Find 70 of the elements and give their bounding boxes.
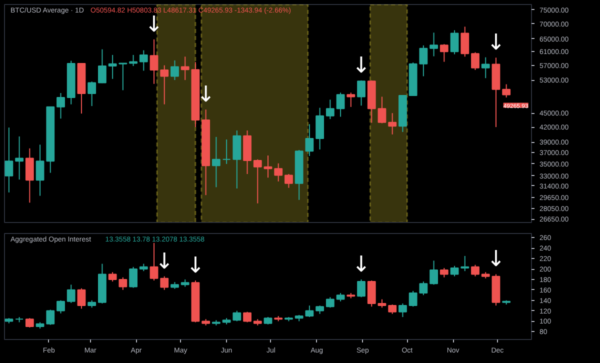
candlestick: [108, 272, 117, 282]
candlestick: [388, 304, 397, 314]
candlestick: [367, 280, 376, 308]
annotation: ↓: [196, 82, 216, 108]
candlestick: [440, 267, 448, 278]
candlestick: [346, 92, 356, 108]
candlestick: [15, 136, 24, 180]
annotation: ↓: [352, 53, 370, 78]
annotation: ↓: [186, 253, 205, 278]
candlestick: [253, 158, 262, 204]
candlestick: [305, 124, 314, 157]
annotation: ↓: [486, 30, 506, 56]
candlestick: [471, 264, 480, 277]
candlestick: [440, 44, 448, 62]
candlestick: [357, 278, 366, 298]
candlestick: [326, 99, 334, 120]
candlestick: [326, 296, 334, 308]
annotation: ↓: [144, 12, 164, 38]
candlestick: [430, 32, 438, 57]
candlestick: [108, 54, 117, 80]
candlestick: [56, 300, 65, 314]
annotation: ↓: [352, 252, 370, 278]
candlestick: [419, 44, 428, 77]
candlestick: [77, 288, 86, 310]
candlestick: [180, 56, 190, 81]
candlestick: [450, 265, 459, 277]
candlestick: [160, 276, 169, 290]
candlestick: [139, 50, 148, 72]
candlestick: [56, 92, 65, 120]
candlestick: [98, 48, 106, 84]
candlestick: [222, 138, 231, 164]
candlestick: [471, 52, 480, 70]
candlestick: [388, 112, 397, 135]
candlestick: [460, 26, 470, 58]
candlestick: [150, 242, 158, 281]
candlestick: [398, 302, 407, 318]
candlestick: [150, 38, 158, 84]
candlestick: [46, 309, 55, 326]
candlestick: [274, 162, 283, 182]
candlestick: [450, 30, 459, 55]
candlestick: [419, 281, 428, 296]
candlestick: [232, 310, 242, 322]
candlestick: [212, 136, 220, 188]
annotation: ↓: [486, 247, 506, 272]
candlestick: [88, 81, 96, 107]
candlestick: [481, 56, 490, 79]
candlestick: [460, 255, 470, 272]
candlestick: [129, 266, 138, 288]
annotation: ↓: [155, 249, 174, 274]
candlestick: [25, 318, 34, 328]
candlestick: [36, 144, 44, 196]
candlestick: [378, 96, 386, 124]
candlestick: [243, 311, 252, 323]
candlestick: [264, 154, 272, 178]
candlestick: [118, 276, 128, 290]
candlestick: [305, 305, 314, 318]
candlestick: [316, 107, 324, 150]
candlestick: [357, 80, 366, 106]
candlestick: [336, 92, 345, 118]
candlestick: [160, 64, 169, 105]
candlestick: [170, 60, 179, 81]
candlestick: [66, 284, 76, 304]
candlestick: [430, 260, 438, 286]
candlestick: [25, 148, 34, 204]
candlestick: [408, 290, 418, 308]
candlestick: [4, 127, 14, 193]
candlestick: [502, 84, 511, 98]
candlestick: [118, 62, 128, 91]
candlestick: [284, 174, 293, 188]
candlestick: [232, 130, 242, 189]
